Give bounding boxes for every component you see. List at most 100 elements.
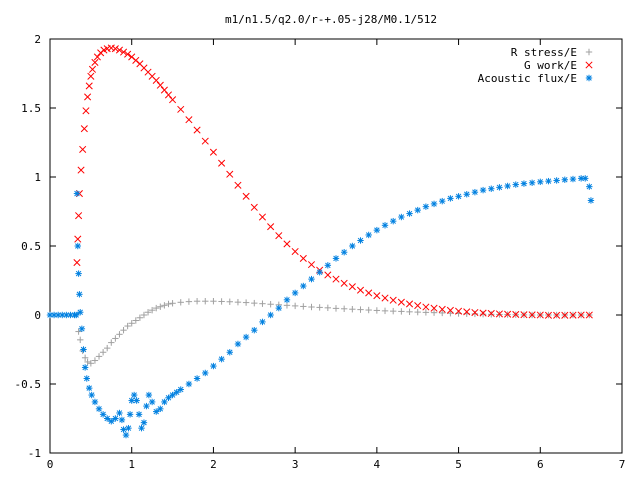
data-point [357,237,364,244]
marker-stroke [75,243,81,249]
data-point [122,431,130,439]
marker-stroke [144,68,152,76]
marker-stroke [202,370,209,376]
data-point [74,242,81,250]
marker-stroke [218,159,226,167]
data-point [561,311,569,319]
data-point [365,231,372,239]
data-point [177,105,185,113]
marker-stroke [107,44,115,52]
data-point [258,213,267,221]
marker-stroke [431,201,437,207]
marker-stroke [586,183,593,190]
data-point [471,188,479,196]
data-point [422,309,430,316]
data-point [153,304,160,312]
data-point [126,411,134,418]
marker-stroke [585,61,593,69]
data-point [520,311,528,319]
data-point [438,305,446,313]
marker-stroke [430,304,438,312]
marker-stroke [529,180,535,186]
marker-stroke [75,270,82,277]
data-point [422,303,430,311]
marker-stroke [124,50,132,58]
data-point [169,300,176,307]
data-point [267,311,274,319]
data-point [349,242,356,250]
marker-stroke [390,218,396,224]
data-point [193,126,201,134]
data-point [108,339,115,346]
data-point [145,391,153,399]
marker-stroke [201,137,209,145]
marker-stroke [177,105,185,113]
marker-stroke [88,65,97,73]
data-point [177,299,184,306]
data-point [308,303,315,311]
data-point [234,298,242,306]
marker-stroke [267,312,274,318]
marker-stroke [414,207,421,213]
marker-stroke [143,403,150,409]
marker-stroke [406,210,413,217]
marker-stroke [51,312,57,318]
marker-stroke [164,91,173,99]
data-point [389,296,397,304]
data-point [85,82,93,90]
data-point [430,304,438,312]
data-point [405,300,414,308]
marker-stroke [112,415,119,422]
data-point [414,302,422,310]
marker-stroke [276,305,282,311]
data-point [218,298,225,305]
marker-stroke [136,60,144,68]
data-point [561,176,568,183]
data-point [164,91,173,99]
data-point [488,311,495,318]
data-point [332,275,340,283]
data-point [324,262,332,269]
data-point [373,307,381,314]
marker-stroke [520,311,528,319]
plot-frame [49,38,623,454]
data-point [291,247,299,256]
marker-stroke [92,399,98,405]
marker-stroke [77,309,83,315]
data-point [324,304,332,312]
data-point [365,289,373,297]
marker-stroke [349,243,356,249]
data-point [267,301,274,308]
marker-stroke [357,237,364,244]
data-point [81,354,89,361]
marker-stroke [133,397,140,404]
x-tick-label: 7 [619,458,626,471]
marker-stroke [128,53,136,61]
data-point [80,346,87,353]
data-point [259,318,266,326]
y-tick-label: 2 [34,33,41,46]
data-point [275,232,283,240]
marker-stroke [365,232,372,238]
data-point [471,308,479,317]
marker-stroke [82,107,90,115]
marker-stroke [85,82,93,90]
data-point [169,391,176,399]
marker-stroke [88,392,95,398]
data-point [78,325,86,332]
marker-stroke [84,375,90,382]
marker-stroke [341,249,347,255]
marker-stroke [119,417,125,423]
data-point [463,191,470,198]
marker-stroke [149,399,155,405]
marker-stroke [479,309,487,317]
x-tick-label: 6 [537,458,544,471]
data-point [512,310,520,319]
data-point [148,398,156,406]
marker-stroke [120,426,127,433]
data-point [91,398,99,406]
data-point [373,226,381,234]
series-3 [46,175,595,439]
plot-axes [49,38,623,454]
